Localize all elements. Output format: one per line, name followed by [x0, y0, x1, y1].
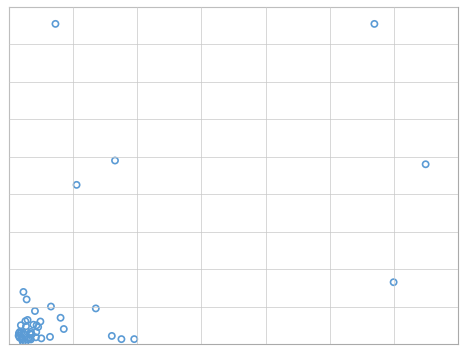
- Point: [24, 317, 31, 323]
- Point: [73, 182, 80, 188]
- Point: [371, 21, 378, 27]
- Point: [27, 337, 35, 342]
- Point: [118, 336, 125, 342]
- Point: [21, 332, 28, 337]
- Point: [18, 337, 26, 342]
- Point: [111, 158, 119, 163]
- Point: [390, 279, 397, 285]
- Point: [130, 336, 138, 342]
- Point: [35, 324, 42, 330]
- Point: [92, 306, 99, 311]
- Point: [25, 336, 32, 341]
- Point: [29, 322, 37, 327]
- Point: [57, 315, 64, 320]
- Point: [17, 323, 25, 328]
- Point: [46, 334, 54, 340]
- Point: [52, 21, 59, 27]
- Point: [32, 335, 40, 340]
- Point: [33, 323, 40, 328]
- Point: [22, 339, 29, 345]
- Point: [23, 337, 31, 342]
- Point: [15, 330, 23, 336]
- Point: [19, 330, 27, 336]
- Point: [15, 333, 22, 338]
- Point: [27, 329, 35, 335]
- Point: [21, 318, 29, 324]
- Point: [47, 304, 55, 309]
- Point: [19, 339, 27, 345]
- Point: [22, 323, 30, 329]
- Point: [108, 333, 115, 339]
- Point: [60, 326, 68, 332]
- Point: [20, 289, 27, 295]
- Point: [28, 332, 35, 337]
- Point: [27, 331, 34, 337]
- Point: [16, 329, 24, 335]
- Point: [17, 330, 25, 336]
- Point: [38, 336, 45, 341]
- Point: [37, 319, 44, 324]
- Point: [422, 161, 429, 167]
- Point: [31, 308, 39, 314]
- Point: [33, 329, 40, 335]
- Point: [23, 297, 30, 302]
- Point: [28, 332, 35, 337]
- Point: [27, 336, 34, 341]
- Point: [18, 335, 25, 341]
- Point: [16, 335, 23, 340]
